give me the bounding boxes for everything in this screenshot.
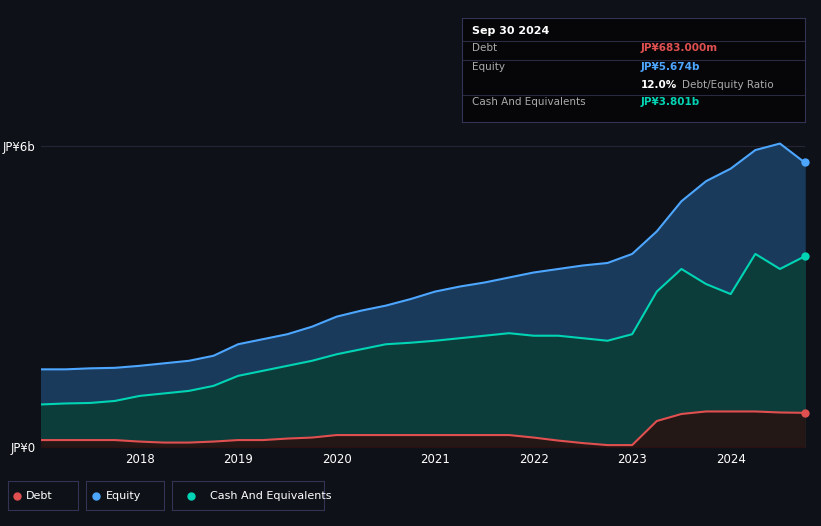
Text: Sep 30 2024: Sep 30 2024 xyxy=(472,26,550,36)
Text: JP¥683.000m: JP¥683.000m xyxy=(640,43,718,53)
Text: Debt/Equity Ratio: Debt/Equity Ratio xyxy=(681,80,773,90)
Text: Equity: Equity xyxy=(472,62,505,72)
Text: JP¥5.674b: JP¥5.674b xyxy=(640,62,699,72)
Text: Cash And Equivalents: Cash And Equivalents xyxy=(210,491,332,501)
Text: Debt: Debt xyxy=(472,43,498,53)
Text: Cash And Equivalents: Cash And Equivalents xyxy=(472,97,586,107)
Text: 12.0%: 12.0% xyxy=(640,80,677,90)
Text: Debt: Debt xyxy=(25,491,53,501)
Text: JP¥3.801b: JP¥3.801b xyxy=(640,97,699,107)
Text: Equity: Equity xyxy=(106,491,141,501)
